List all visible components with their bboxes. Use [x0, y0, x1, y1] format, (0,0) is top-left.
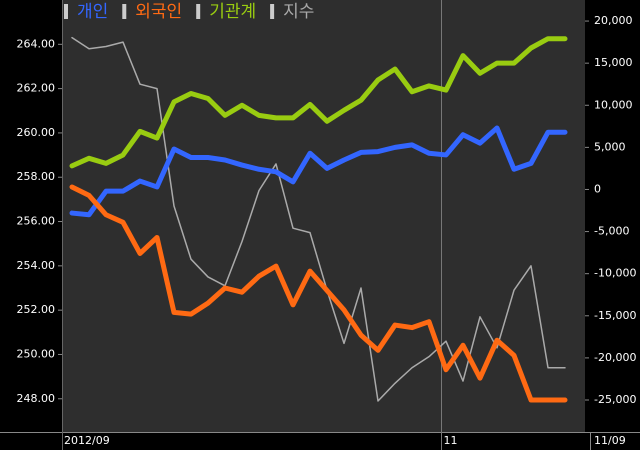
legend-label: 외국인	[135, 2, 182, 22]
legend-label: 개인	[77, 2, 108, 22]
legend-marker	[64, 4, 68, 19]
y2-tick-label: -20,000	[594, 351, 636, 364]
y-tick-label: 264.00	[17, 37, 56, 50]
legend-marker	[196, 4, 201, 19]
legend-marker	[122, 4, 127, 19]
y2-tick-label: 15,000	[594, 56, 633, 69]
y2-tick-label: 5,000	[594, 140, 626, 153]
series-line	[69, 184, 568, 403]
series-line	[69, 125, 568, 218]
y-tick-label: 258.00	[17, 170, 56, 183]
x-tick-label: 11/09	[594, 434, 626, 447]
series-line	[69, 36, 568, 169]
y2-tick-label: 20,000	[594, 14, 633, 27]
y-tick-label: 254.00	[17, 259, 56, 272]
y2-tick-label: -15,000	[594, 309, 636, 322]
y2-tick-label: 10,000	[594, 98, 633, 111]
legend: 개인 외국인 기관계 지수	[64, 2, 314, 22]
y2-tick-label: -5,000	[594, 225, 629, 238]
y-tick-label: 248.00	[17, 392, 56, 405]
y2-tick-label: 0	[594, 182, 601, 195]
legend-label: 기관계	[209, 2, 256, 22]
legend-label: 지수	[283, 2, 314, 22]
y-tick-label: 256.00	[17, 215, 56, 228]
plot-area	[62, 0, 585, 432]
y-tick-label: 260.00	[17, 126, 56, 139]
y2-tick-label: -10,000	[594, 267, 636, 280]
x-tick-label: 2012/09	[64, 434, 110, 447]
x-tick-label: 11	[444, 434, 458, 447]
series-line	[71, 36, 566, 402]
y-tick-label: 250.00	[17, 347, 56, 360]
y-tick-label: 262.00	[17, 82, 56, 95]
legend-marker	[270, 4, 275, 19]
y2-tick-label: -25,000	[594, 393, 636, 406]
y-tick-label: 252.00	[17, 303, 56, 316]
